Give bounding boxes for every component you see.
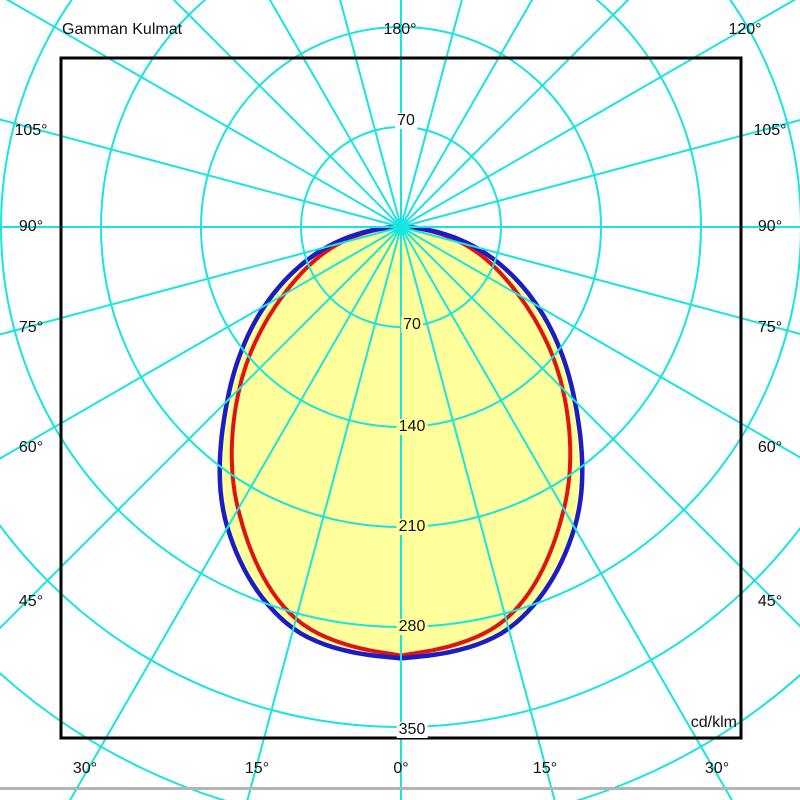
- grid-ray: [5, 0, 402, 228]
- grid-ray: [172, 0, 402, 228]
- grid-ray: [400, 0, 630, 228]
- grid-ray: [400, 0, 797, 228]
- blue-intensity-curve: [217, 224, 585, 661]
- grid-ray: [400, 0, 463, 228]
- window-bottom-edge: [0, 787, 800, 790]
- grid-ray: [400, 226, 800, 459]
- grid-ray: [268, 0, 402, 228]
- grid-ray: [339, 0, 402, 228]
- grid-ray: [400, 119, 800, 228]
- grid-ray: [0, 226, 402, 630]
- grid-ray: [400, 226, 800, 628]
- grid-ray: [246, 226, 402, 800]
- chart-title: Gamman Kulmat: [62, 21, 183, 38]
- grid-ray: [400, 226, 556, 800]
- grid-ray: [400, 226, 800, 335]
- grid-ray: [0, 226, 402, 460]
- grid-ray: [69, 226, 402, 800]
- plot-frame: [59, 56, 743, 740]
- unit-label: cd/klm: [690, 714, 737, 731]
- red-intensity-curve: [229, 225, 573, 658]
- grid-ray: [400, 226, 733, 800]
- grid-ray: [400, 0, 534, 228]
- grid-ray: [0, 118, 402, 228]
- grid-ray: [0, 226, 402, 336]
